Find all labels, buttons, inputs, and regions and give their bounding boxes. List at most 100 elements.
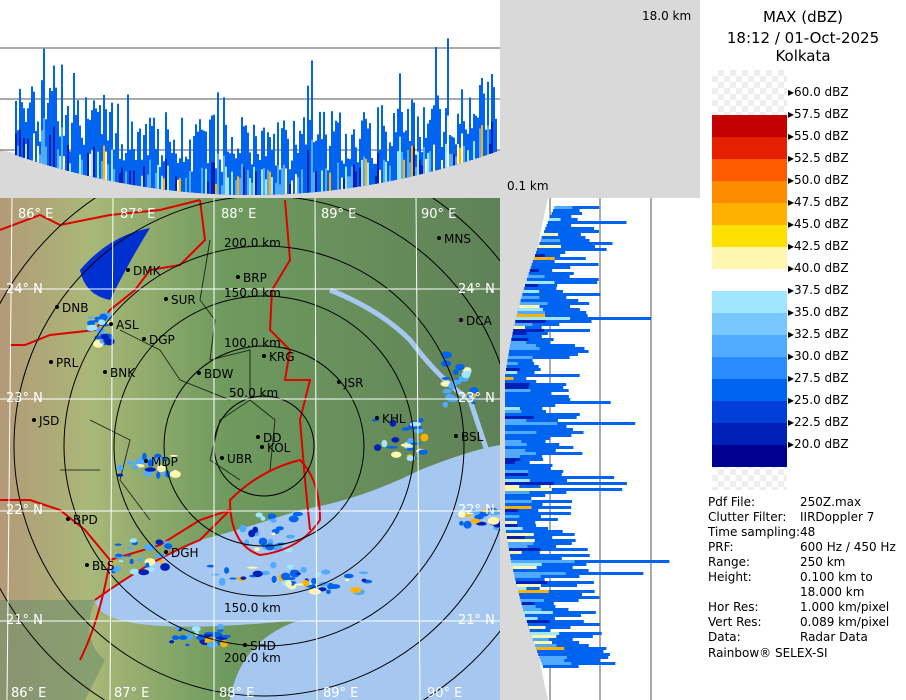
profile-bar (355, 171, 357, 188)
profile-bar (135, 175, 137, 186)
profile-bar (542, 233, 581, 236)
profile-bar (505, 413, 580, 416)
profile-bar (179, 158, 181, 192)
profile-bar (495, 118, 497, 152)
radar-echo (350, 586, 362, 594)
profile-bar (505, 467, 524, 470)
profile-bar (223, 97, 225, 195)
radar-echo (114, 543, 122, 546)
radar-echo (115, 553, 123, 558)
profile-bar (271, 150, 273, 195)
legend-swatch (712, 379, 787, 401)
profile-bar (215, 168, 217, 195)
profile-bar (329, 145, 331, 191)
radar-echo (409, 421, 421, 427)
profile-bar (505, 437, 524, 440)
profile-bar (505, 389, 531, 392)
radar-map[interactable]: 86° E 87° E 88° E 89° E 90° E 86° E 87° … (0, 198, 500, 700)
profile-bar (505, 443, 527, 446)
profile-bar (125, 152, 127, 184)
profile-bar (521, 296, 540, 299)
profile-bar (45, 119, 47, 165)
profile-bar (524, 611, 553, 614)
profile-bar (509, 347, 585, 350)
profile-bar (261, 169, 263, 195)
city-marker (243, 643, 247, 647)
profile-bar (171, 175, 173, 191)
profile-bar (505, 380, 518, 383)
profile-bar (397, 108, 399, 180)
profile-bar (213, 162, 215, 195)
radar-echo (160, 563, 170, 571)
radar-echo (117, 464, 124, 472)
profile-bar (129, 149, 131, 185)
profile-bar (417, 151, 419, 175)
radar-echo (270, 561, 277, 569)
radar-echo (171, 635, 180, 641)
radar-echo (391, 437, 400, 443)
profile-bar (425, 137, 427, 173)
profile-bar (147, 174, 149, 188)
profile-bar (223, 155, 225, 195)
profile-bar (137, 131, 139, 186)
profile-bar (219, 159, 221, 195)
profile-bar (327, 170, 329, 191)
profile-bar (525, 281, 555, 284)
profile-bar (67, 144, 69, 171)
profile-bar (508, 353, 537, 356)
map-canvas[interactable]: 86° E 87° E 88° E 89° E 90° E 86° E 87° … (0, 198, 500, 700)
profile-bar (513, 329, 591, 332)
profile-bar (407, 149, 409, 178)
profile-bar (369, 160, 371, 185)
profile-bar (119, 158, 121, 183)
radar-echo (137, 558, 145, 562)
radar-echo (420, 433, 429, 442)
profile-bar (526, 620, 584, 623)
profile-bar (393, 113, 395, 181)
profile-bar (435, 121, 437, 171)
radar-echo (129, 558, 134, 565)
profile-bar (309, 119, 311, 193)
profile-bar (505, 398, 571, 401)
profile-bar (109, 111, 111, 181)
profile-bar (247, 170, 249, 195)
profile-bar (526, 278, 556, 281)
range-ring-label: 200.0 km (224, 236, 281, 250)
profile-bar (195, 165, 197, 193)
profile-bar (505, 425, 530, 428)
profile-bar (203, 130, 205, 194)
lat-label: 21° N (6, 613, 43, 628)
profile-bar (17, 145, 19, 156)
profile-bar (545, 227, 595, 230)
radar-echo (487, 516, 500, 525)
range-ring-label: 150.0 km (224, 286, 281, 300)
profile-bar (161, 175, 163, 190)
profile-bar (69, 151, 71, 172)
profile-bar (241, 117, 243, 195)
lat-lon-grid (0, 198, 500, 700)
profile-bar (507, 539, 576, 542)
city-marker (109, 322, 113, 326)
profile-bar (505, 476, 615, 479)
profile-bar (155, 148, 157, 189)
radar-echo (221, 634, 231, 639)
profile-bar (205, 168, 207, 194)
profile-bar (505, 479, 568, 482)
profile-bar (439, 108, 441, 170)
profile-bar (145, 123, 147, 188)
city-marker (375, 416, 379, 420)
profile-bar (505, 419, 558, 422)
profile-bar (341, 160, 343, 190)
profile-bar (507, 542, 534, 545)
profile-bar (297, 152, 299, 194)
profile-bar (245, 167, 247, 195)
profile-bar (549, 218, 561, 221)
profile-bar (235, 180, 237, 195)
bottom-height-label: 0.1 km (507, 179, 549, 193)
profile-bar (511, 335, 542, 338)
city-marker (256, 435, 260, 439)
radar-echo (127, 546, 132, 550)
profile-bar (247, 132, 249, 195)
profile-bar (317, 168, 319, 192)
radar-echo (267, 513, 277, 520)
